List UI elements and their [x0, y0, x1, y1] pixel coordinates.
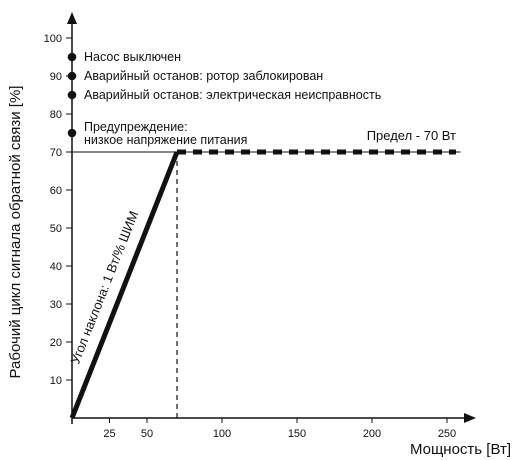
axes: 10 20 30 40 50 60 70 80 90 100 25 50 100 150 200 250 [44, 12, 476, 440]
y-tick-label: 90 [50, 71, 62, 83]
y-axis-arrow [67, 12, 77, 24]
y-tick-label: 30 [50, 299, 62, 311]
limit-label: Предел - 70 Вт [367, 128, 456, 143]
status-point-marker [67, 128, 77, 138]
status-point-marker [67, 71, 77, 81]
y-axis-label: Рабочий цикл сигнала обратной связи [%] [7, 86, 24, 379]
status-point-label: Аварийный останов: ротор заблокирован [84, 69, 323, 83]
series [69, 149, 456, 419]
x-axis-arrow [464, 413, 476, 423]
y-tick-label: 20 [50, 337, 62, 349]
x-tick-label: 200 [363, 428, 381, 440]
status-point-label: Насос выключен [84, 50, 181, 64]
y-tick-label: 100 [44, 33, 62, 45]
y-tick-label: 80 [50, 109, 62, 121]
x-tick-label: 100 [213, 428, 231, 440]
reference-lines [72, 151, 461, 418]
status-point-marker [67, 52, 77, 62]
x-tick-label: 150 [288, 428, 306, 440]
x-tick-label: 250 [438, 428, 456, 440]
status-point-label: Аварийный останов: электрическая неиспра… [84, 88, 381, 102]
status-point-label: низкое напряжение питания [84, 133, 247, 147]
y-tick-label: 60 [50, 185, 62, 197]
y-tick-label: 70 [50, 147, 62, 159]
x-tick-label: 25 [103, 428, 115, 440]
status-points: Насос выключен Аварийный останов: ротор з… [67, 50, 381, 147]
y-tick-label: 40 [50, 261, 62, 273]
series-line-slope [69, 151, 180, 419]
x-axis-label: Мощность [Вт] [410, 441, 511, 458]
x-tick-label: 50 [141, 428, 153, 440]
status-point-marker [67, 90, 77, 100]
y-tick-label: 10 [50, 375, 62, 387]
y-tick-label: 50 [50, 223, 62, 235]
status-point-label: Предупреждение: [84, 120, 188, 134]
